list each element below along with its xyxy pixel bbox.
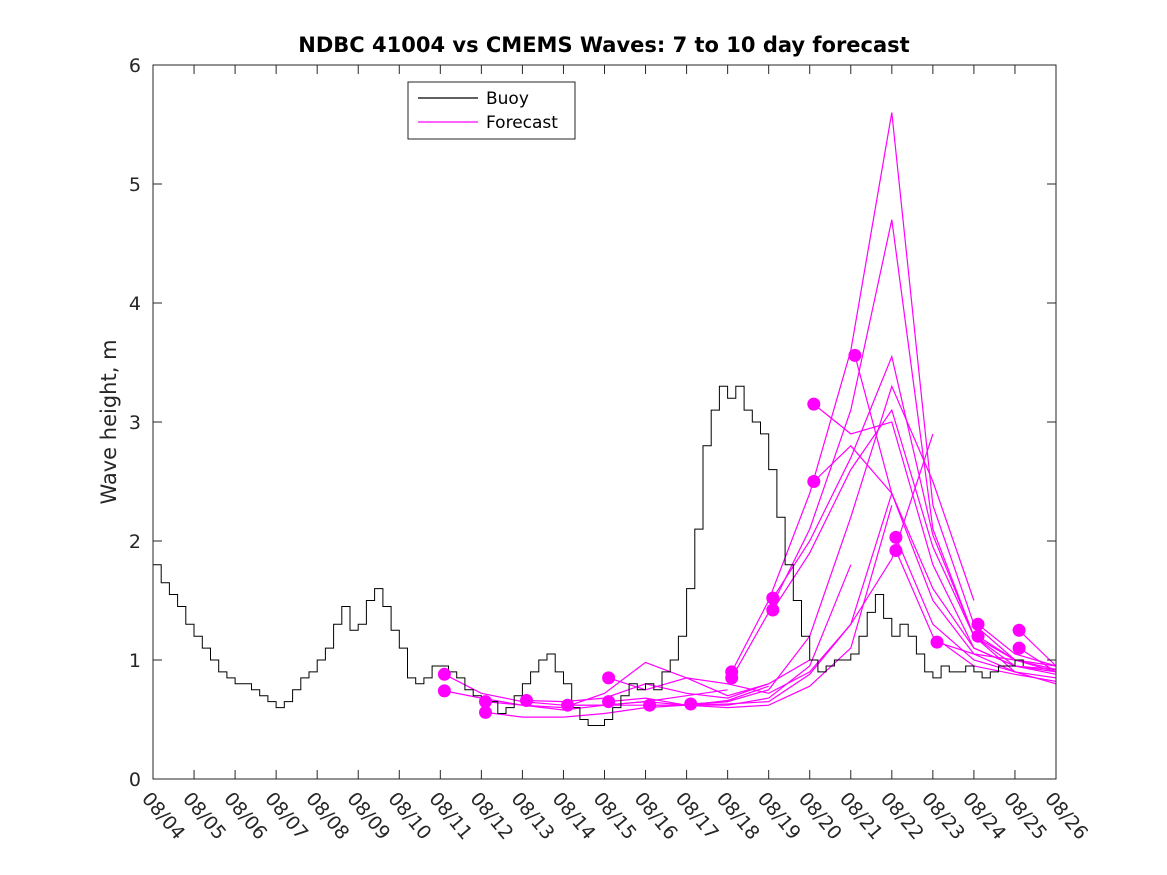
forecast-start-marker-19 [889, 544, 903, 557]
plot-area [153, 65, 1056, 779]
forecast-start-marker-8 [602, 695, 616, 709]
forecast-start-marker-23 [1012, 623, 1026, 637]
y-tick-label-2: 2 [129, 531, 141, 553]
forecast-start-marker-16 [807, 475, 821, 488]
forecast-start-marker-20 [930, 635, 944, 649]
legend-label-buoy: Buoy [486, 89, 529, 109]
forecast-start-marker-3 [479, 695, 492, 709]
forecast-start-marker-14 [766, 603, 780, 617]
series-layer [153, 112, 1057, 726]
forecast-start-marker-13 [766, 591, 780, 605]
forecast-line-18 [895, 537, 1057, 679]
forecast-start-marker-10 [684, 697, 698, 711]
forecast-start-marker-6 [561, 698, 575, 712]
forecast-line-21 [977, 623, 1057, 667]
y-tick-label-5: 5 [129, 174, 141, 196]
forecast-start-marker-1 [437, 667, 451, 681]
forecast-line-14 [772, 408, 1057, 675]
y-axis-label: Wave height, m [97, 339, 121, 504]
forecast-line-11 [731, 112, 1016, 673]
forecast-start-marker-7 [602, 671, 616, 685]
forecast-line-8 [608, 505, 893, 709]
forecast-start-marker-22 [971, 629, 985, 643]
y-tick-label-3: 3 [129, 412, 141, 434]
y-tick-label-4: 4 [129, 293, 141, 315]
plot-frame [152, 64, 1057, 780]
forecast-start-marker-2 [437, 684, 451, 698]
forecast-start-marker-12 [725, 671, 739, 685]
forecast-start-marker-4 [479, 705, 492, 719]
forecast-start-marker-24 [1012, 641, 1026, 655]
y-tick-label-1: 1 [129, 650, 141, 672]
forecast-start-marker-21 [971, 617, 985, 631]
forecast-start-marker-18 [889, 530, 903, 544]
forecast-start-marker-17 [848, 348, 862, 362]
y-tick-label-0: 0 [129, 769, 141, 791]
chart-title: NDBC 41004 vs CMEMS Waves: 7 to 10 day f… [298, 33, 909, 57]
forecast-start-marker-15 [807, 397, 821, 411]
y-tick-label-6: 6 [129, 55, 141, 77]
legend-box [407, 81, 576, 140]
forecast-line-17 [854, 355, 1057, 673]
forecast-line-20 [936, 641, 1057, 667]
forecast-line-24 [1018, 647, 1057, 673]
legend: Buoy Forecast [407, 81, 576, 140]
forecast-start-marker-9 [643, 698, 657, 712]
forecast-start-marker-5 [520, 694, 533, 707]
forecast-line-10 [690, 384, 975, 705]
legend-label-forecast: Forecast [486, 113, 558, 133]
buoy-line [153, 385, 1024, 726]
forecast-line-4 [485, 685, 769, 718]
